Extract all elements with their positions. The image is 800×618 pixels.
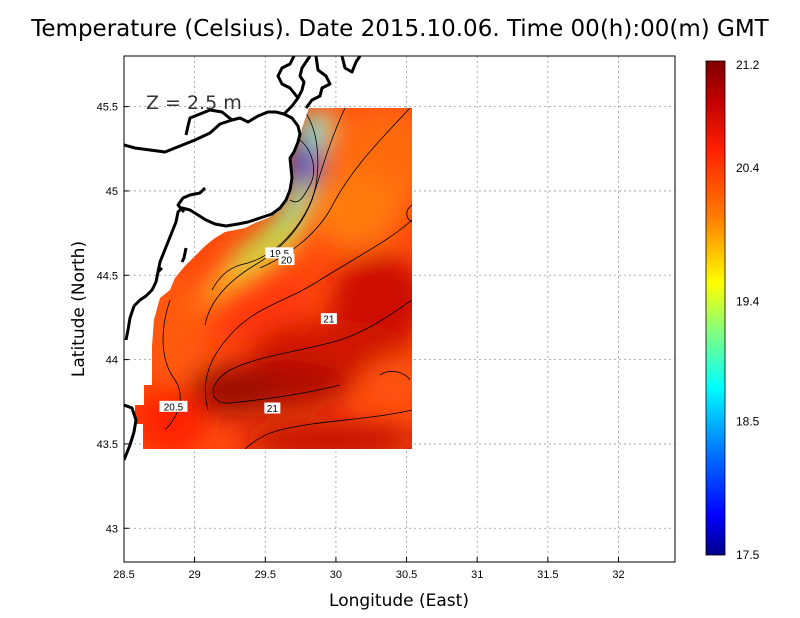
colorbar-tick-label: 17.5 [736,548,760,562]
y-tick-label: 45.5 [97,102,118,114]
contour-label: 21 [323,315,335,326]
x-tick-label: 29 [189,569,201,581]
colorbar-tick-label: 19.4 [736,294,760,308]
contour-label-bg [159,400,188,412]
contour-lines [162,108,412,449]
y-tick-label: 43.5 [97,439,118,451]
y-tick-label: 43 [106,523,118,535]
coastline [124,56,362,461]
y-axis-ticks: 43 43.5 44 44.5 45 45.5 [97,102,129,535]
plot-frame [123,55,676,563]
colorbar-tick-label: 18.5 [736,414,760,428]
x-tick-label: 30.5 [396,569,417,581]
y-tick-label: 45 [106,186,118,198]
colorbar [705,60,726,556]
x-tick-label: 31.5 [537,569,558,581]
x-axis-title: Longitude (East) [329,591,469,611]
colorbar-tick-label: 20.4 [736,161,760,175]
x-tick-label: 30 [330,569,342,581]
contour-label-bg [265,247,294,259]
contour-label-bg [320,313,337,325]
y-tick-label: 44 [106,355,118,367]
x-axis-ticks: 28.5 29 29.5 30 30.5 31 31.5 32 [113,557,625,581]
contour-label: 20.5 [164,402,184,413]
depth-label: Z = 2.5 m [146,92,242,114]
x-tick-label: 31 [471,569,483,581]
x-tick-label: 28.5 [113,569,134,581]
contour-label-bg [264,402,281,414]
contour-labels: 19.5202120.521 [159,247,337,415]
y-tick-label: 44.5 [97,270,118,282]
x-tick-label: 29.5 [255,569,276,581]
colorbar-ticks: 17.5 18.5 19.4 20.4 21.2 [736,58,760,562]
colorbar-tick-label: 21.2 [736,58,760,72]
contour-label-bg [278,254,295,266]
map-title: Temperature (Celsius). Date 2015.10.06. … [31,16,769,42]
contour-label: 20 [281,256,293,267]
x-tick-label: 32 [612,569,624,581]
contour-label: 21 [267,404,279,415]
y-axis-title: Latitude (North) [69,241,89,377]
